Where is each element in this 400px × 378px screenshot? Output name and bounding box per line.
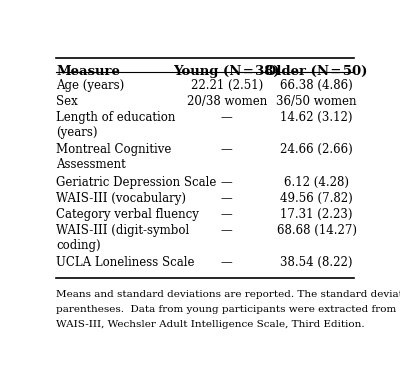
Text: —: — [221, 208, 232, 221]
Text: 6.12 (4.28): 6.12 (4.28) [284, 176, 349, 189]
Text: 38.54 (8.22): 38.54 (8.22) [280, 256, 353, 270]
Text: parentheses.  Data from young participants were extracted from: parentheses. Data from young participant… [56, 305, 400, 314]
Text: Older (N = 50): Older (N = 50) [266, 65, 368, 78]
Text: —: — [221, 111, 232, 124]
Text: Sex: Sex [56, 95, 78, 108]
Text: —: — [221, 192, 232, 205]
Text: WAIS-III (digit-symbol
coding): WAIS-III (digit-symbol coding) [56, 224, 190, 252]
Text: —: — [221, 256, 232, 270]
Text: 66.38 (4.86): 66.38 (4.86) [280, 79, 353, 92]
Text: 68.68 (14.27): 68.68 (14.27) [277, 224, 357, 237]
Text: 36/50 women: 36/50 women [276, 95, 357, 108]
Text: 24.66 (2.66): 24.66 (2.66) [280, 143, 353, 156]
Text: Young (N = 38): Young (N = 38) [173, 65, 280, 78]
Text: Length of education
(years): Length of education (years) [56, 111, 176, 139]
Text: WAIS-III (vocabulary): WAIS-III (vocabulary) [56, 192, 186, 205]
Text: 49.56 (7.82): 49.56 (7.82) [280, 192, 353, 205]
Text: UCLA Loneliness Scale: UCLA Loneliness Scale [56, 256, 195, 270]
Text: —: — [221, 143, 232, 156]
Text: —: — [221, 176, 232, 189]
Text: Age (years): Age (years) [56, 79, 124, 92]
Text: Measure: Measure [56, 65, 120, 78]
Text: Montreal Cognitive
Assessment: Montreal Cognitive Assessment [56, 143, 172, 171]
Text: —: — [221, 224, 232, 237]
Text: Means and standard deviations are reported. The standard deviation values are in: Means and standard deviations are report… [56, 290, 400, 299]
Text: Category verbal fluency: Category verbal fluency [56, 208, 199, 221]
Text: 20/38 women: 20/38 women [186, 95, 267, 108]
Text: Geriatric Depression Scale: Geriatric Depression Scale [56, 176, 216, 189]
Text: 22.21 (2.51): 22.21 (2.51) [190, 79, 263, 92]
Text: WAIS-III, Wechsler Adult Intelligence Scale, Third Edition.: WAIS-III, Wechsler Adult Intelligence Sc… [56, 320, 365, 329]
Text: 17.31 (2.23): 17.31 (2.23) [280, 208, 353, 221]
Text: 14.62 (3.12): 14.62 (3.12) [280, 111, 353, 124]
